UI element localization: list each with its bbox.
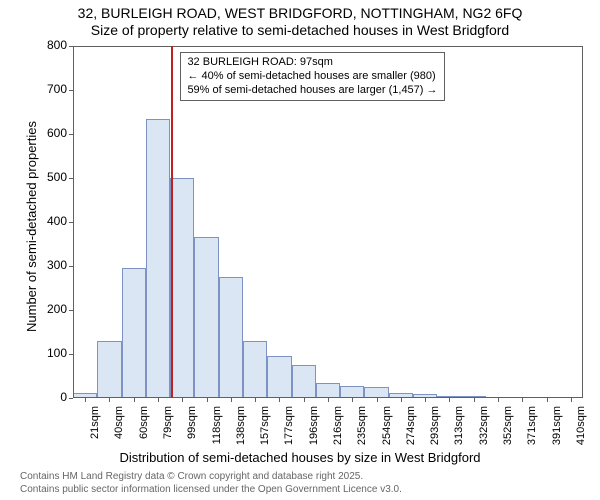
- x-tick-label: 274sqm: [405, 406, 417, 454]
- y-tick-mark: [69, 398, 73, 399]
- x-tick-mark: [231, 398, 232, 402]
- x-tick-mark: [522, 398, 523, 402]
- y-axis-label: Number of semi-detached properties: [24, 121, 39, 332]
- x-tick-label: 60sqm: [138, 406, 150, 454]
- y-tick-mark: [69, 134, 73, 135]
- footer-line1: Contains HM Land Registry data © Crown c…: [20, 471, 363, 484]
- x-tick-label: 293sqm: [429, 406, 441, 454]
- x-tick-label: 21sqm: [89, 406, 101, 454]
- y-tick-mark: [69, 222, 73, 223]
- y-tick-label: 100: [27, 346, 67, 360]
- x-tick-label: 371sqm: [526, 406, 538, 454]
- annotation-line: ← 40% of semi-detached houses are smalle…: [187, 70, 437, 84]
- x-tick-label: 391sqm: [551, 406, 563, 454]
- x-tick-label: 40sqm: [113, 406, 125, 454]
- x-tick-mark: [474, 398, 475, 402]
- x-tick-mark: [571, 398, 572, 402]
- x-tick-mark: [328, 398, 329, 402]
- x-tick-label: 157sqm: [259, 406, 271, 454]
- x-tick-label: 410sqm: [575, 406, 587, 454]
- x-tick-mark: [182, 398, 183, 402]
- y-tick-mark: [69, 310, 73, 311]
- x-tick-label: 99sqm: [186, 406, 198, 454]
- footer-line2: Contains public sector information licen…: [20, 484, 402, 497]
- x-tick-mark: [547, 398, 548, 402]
- x-tick-mark: [109, 398, 110, 402]
- x-tick-label: 177sqm: [283, 406, 295, 454]
- x-tick-mark: [425, 398, 426, 402]
- x-tick-mark: [352, 398, 353, 402]
- y-tick-mark: [69, 90, 73, 91]
- y-tick-mark: [69, 354, 73, 355]
- y-tick-label: 800: [27, 38, 67, 52]
- annotation-line: 32 BURLEIGH ROAD: 97sqm: [187, 56, 437, 70]
- x-tick-mark: [158, 398, 159, 402]
- x-tick-mark: [498, 398, 499, 402]
- chart-container: 32, BURLEIGH ROAD, WEST BRIDGFORD, NOTTI…: [0, 0, 600, 500]
- x-tick-label: 79sqm: [162, 406, 174, 454]
- x-axis-label: Distribution of semi-detached houses by …: [0, 450, 600, 465]
- x-tick-label: 352sqm: [502, 406, 514, 454]
- y-tick-mark: [69, 266, 73, 267]
- x-tick-mark: [304, 398, 305, 402]
- x-tick-label: 216sqm: [332, 406, 344, 454]
- x-tick-mark: [85, 398, 86, 402]
- x-tick-mark: [255, 398, 256, 402]
- x-tick-label: 235sqm: [356, 406, 368, 454]
- plot-area: 32 BURLEIGH ROAD: 97sqm← 40% of semi-det…: [73, 46, 583, 398]
- x-tick-mark: [377, 398, 378, 402]
- y-tick-label: 0: [27, 390, 67, 404]
- title-subtitle: Size of property relative to semi-detach…: [0, 22, 600, 38]
- y-tick-mark: [69, 46, 73, 47]
- annotation-line: 59% of semi-detached houses are larger (…: [187, 84, 437, 98]
- y-tick-mark: [69, 178, 73, 179]
- x-tick-label: 138sqm: [235, 406, 247, 454]
- x-tick-label: 254sqm: [381, 406, 393, 454]
- y-tick-label: 700: [27, 82, 67, 96]
- marker-line: [171, 46, 173, 398]
- annotation-box: 32 BURLEIGH ROAD: 97sqm← 40% of semi-det…: [180, 52, 444, 101]
- x-tick-label: 313sqm: [453, 406, 465, 454]
- x-tick-mark: [279, 398, 280, 402]
- x-tick-label: 118sqm: [211, 406, 223, 454]
- x-tick-label: 332sqm: [478, 406, 490, 454]
- x-tick-label: 196sqm: [308, 406, 320, 454]
- x-tick-mark: [134, 398, 135, 402]
- title-address: 32, BURLEIGH ROAD, WEST BRIDGFORD, NOTTI…: [0, 5, 600, 21]
- x-tick-mark: [449, 398, 450, 402]
- x-tick-mark: [207, 398, 208, 402]
- x-tick-mark: [401, 398, 402, 402]
